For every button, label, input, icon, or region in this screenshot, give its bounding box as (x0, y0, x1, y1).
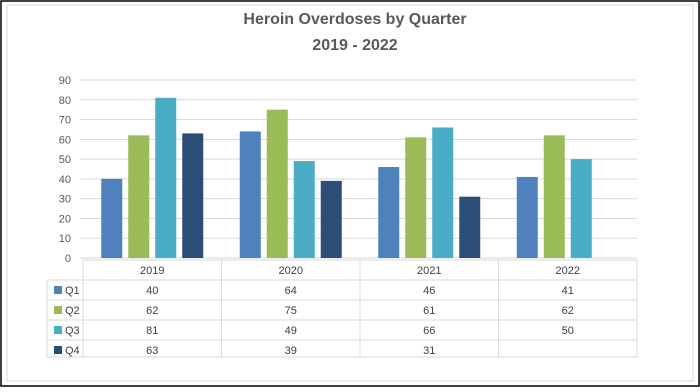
bars (101, 97, 592, 259)
bar-q1-2020 (239, 131, 261, 258)
y-tick-label: 20 (59, 213, 71, 225)
y-tick-label: 10 (59, 233, 71, 245)
data-label: 75 (285, 305, 297, 317)
legend-label: Q1 (65, 285, 80, 297)
bar-q2-2020 (266, 109, 288, 259)
y-tick-label: 40 (59, 174, 71, 186)
data-label: 63 (146, 345, 158, 357)
legend-swatch-q4 (54, 346, 62, 354)
legend-label: Q3 (65, 325, 80, 337)
legend-swatch-q3 (54, 326, 62, 334)
data-label: 31 (423, 345, 435, 357)
bar-q1-2022 (516, 176, 538, 258)
y-tick-label: 0 (65, 253, 71, 265)
y-axis-ticks: 0 10 20 30 40 50 60 70 80 90 (59, 75, 71, 265)
bar-q4-2020 (320, 180, 342, 258)
y-tick-label: 30 (59, 194, 71, 206)
data-label: 64 (285, 285, 297, 297)
data-label: 62 (146, 305, 158, 317)
data-label: 40 (146, 285, 158, 297)
data-label: 39 (285, 345, 297, 357)
x-category-label: 2022 (556, 265, 580, 277)
bar-q4-2021 (459, 196, 481, 258)
data-label: 66 (423, 325, 435, 337)
bar-q1-2021 (378, 167, 400, 258)
legend-label: Q4 (65, 345, 80, 357)
chart-title: Heroin Overdoses by Quarter (243, 11, 466, 28)
bar-q2-2021 (405, 137, 427, 258)
y-tick-label: 80 (59, 95, 71, 107)
bar-q2-2019 (128, 135, 150, 258)
data-label: 81 (146, 325, 158, 337)
bar-q2-2022 (543, 135, 565, 258)
y-tick-label: 50 (59, 154, 71, 166)
y-tick-label: 60 (59, 134, 71, 146)
y-tick-label: 90 (59, 75, 71, 87)
bar-q3-2021 (432, 127, 454, 258)
data-label: 41 (562, 285, 574, 297)
x-category-label: 2021 (417, 265, 441, 277)
data-table: 2019 2020 2021 2022 Q1 40 64 46 41 Q2 62 75 61 62 Q3 81… (46, 259, 638, 358)
bar-q4-2019 (182, 133, 204, 258)
data-label: 50 (562, 325, 574, 337)
data-label: 46 (423, 285, 435, 297)
data-label: 49 (285, 325, 297, 337)
x-category-label: 2019 (140, 265, 164, 277)
x-category-label: 2020 (279, 265, 303, 277)
bar-q3-2022 (570, 159, 592, 258)
bar-q3-2020 (293, 161, 315, 258)
legend-swatch-q1 (54, 286, 62, 294)
chart-subtitle: 2019 - 2022 (312, 37, 398, 54)
bar-q3-2019 (155, 97, 177, 258)
bar-q1-2019 (101, 178, 123, 258)
legend-swatch-q2 (54, 306, 62, 314)
y-tick-label: 70 (59, 115, 71, 127)
legend-label: Q2 (65, 305, 80, 317)
data-label: 61 (423, 305, 435, 317)
data-label: 62 (562, 305, 574, 317)
